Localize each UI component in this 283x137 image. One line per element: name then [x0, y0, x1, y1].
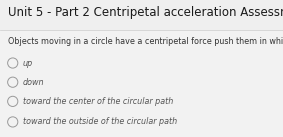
Text: up: up [23, 58, 33, 68]
Text: Objects moving in a circle have a centripetal force push them in which direction: Objects moving in a circle have a centri… [8, 37, 283, 46]
FancyBboxPatch shape [0, 0, 283, 30]
Text: toward the outside of the circular path: toward the outside of the circular path [23, 117, 177, 126]
Text: down: down [23, 78, 44, 87]
Text: toward the center of the circular path: toward the center of the circular path [23, 97, 173, 106]
Text: Unit 5 - Part 2 Centripetal acceleration Assessment: Unit 5 - Part 2 Centripetal acceleration… [8, 6, 283, 19]
